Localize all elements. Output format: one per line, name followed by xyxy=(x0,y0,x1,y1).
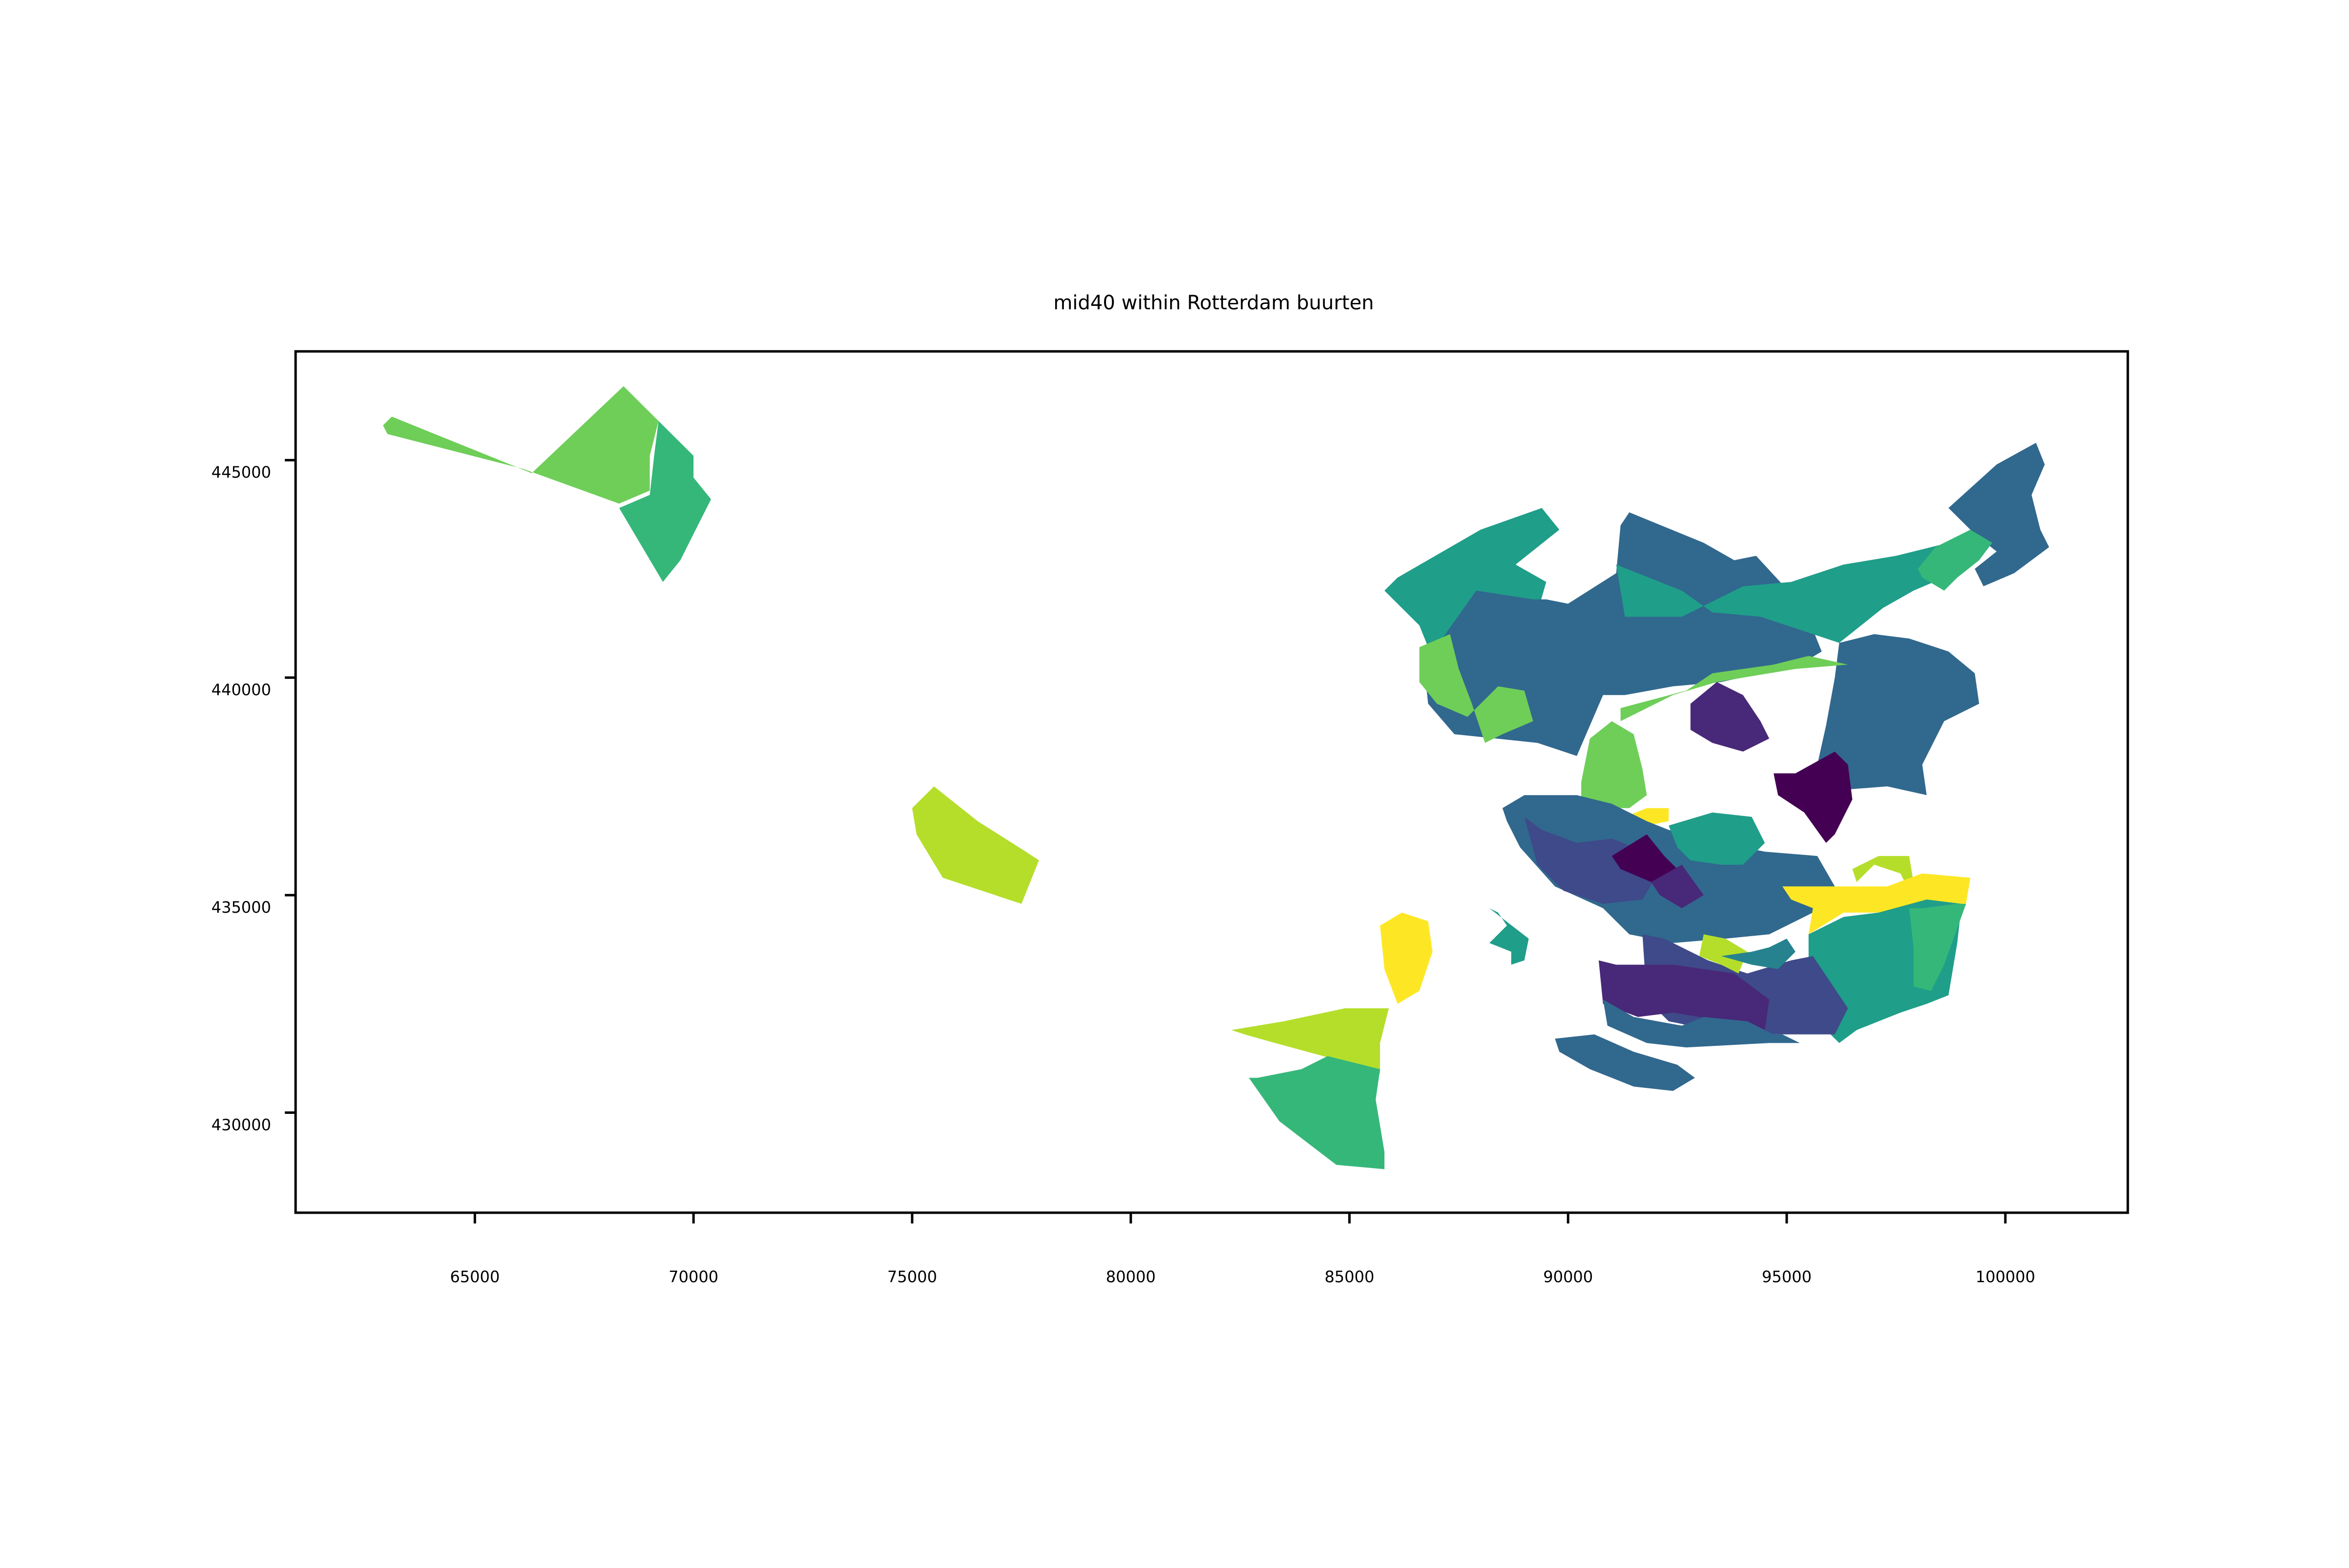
buurt-region xyxy=(1651,864,1704,908)
buurt-region xyxy=(1616,543,1984,643)
buurt-region xyxy=(1620,656,1848,721)
x-tick-label: 100000 xyxy=(1976,1268,2035,1286)
buurt-region xyxy=(1782,873,1971,935)
buurt-region xyxy=(1419,634,1533,743)
buurt-region xyxy=(1817,634,1980,795)
x-tick-label: 95000 xyxy=(1762,1268,1812,1286)
chart-title: mid40 within Rotterdam buurten xyxy=(1053,292,1374,314)
buurt-region xyxy=(1699,934,1748,974)
buurt-region xyxy=(912,786,1039,904)
y-tick-label: 435000 xyxy=(211,898,271,917)
x-tick-label: 65000 xyxy=(450,1268,500,1286)
y-axis: 430000 435000 440000 445000 xyxy=(211,459,296,1134)
buurt-region xyxy=(1918,530,1992,591)
x-axis: 65000 70000 75000 80000 85000 90000 95000 10000… xyxy=(450,1213,2035,1286)
regions-layer xyxy=(383,386,2050,1170)
buurt-region xyxy=(1721,939,1796,969)
buurt-region xyxy=(1690,682,1770,752)
buurt-region xyxy=(1598,960,1770,1030)
x-tick-label: 85000 xyxy=(1325,1268,1375,1286)
y-tick-label: 440000 xyxy=(211,681,271,699)
buurt-region xyxy=(619,421,711,582)
x-tick-label: 70000 xyxy=(668,1268,718,1286)
buurt-region xyxy=(1524,817,1656,904)
x-tick-label: 75000 xyxy=(887,1268,937,1286)
buurt-region xyxy=(1773,751,1853,843)
buurt-region xyxy=(383,386,659,504)
buurt-region xyxy=(1852,856,1918,908)
buurt-region xyxy=(1231,1008,1389,1074)
buurt-region xyxy=(1249,1056,1384,1170)
buurt-region xyxy=(1555,1034,1695,1091)
y-tick-label: 430000 xyxy=(211,1116,271,1134)
buurt-region xyxy=(1489,908,1529,965)
x-tick-label: 80000 xyxy=(1106,1268,1156,1286)
y-tick-label: 445000 xyxy=(211,463,271,482)
buurt-region xyxy=(1612,834,1678,882)
buurt-region xyxy=(1603,999,1800,1048)
axes-frame xyxy=(294,350,2129,1214)
buurt-region xyxy=(1581,721,1647,813)
buurt-region xyxy=(1909,903,1966,991)
x-tick-label: 90000 xyxy=(1543,1268,1593,1286)
buurt-region xyxy=(1380,912,1433,1004)
buurt-region xyxy=(1668,812,1765,865)
buurt-region xyxy=(1948,442,2050,586)
